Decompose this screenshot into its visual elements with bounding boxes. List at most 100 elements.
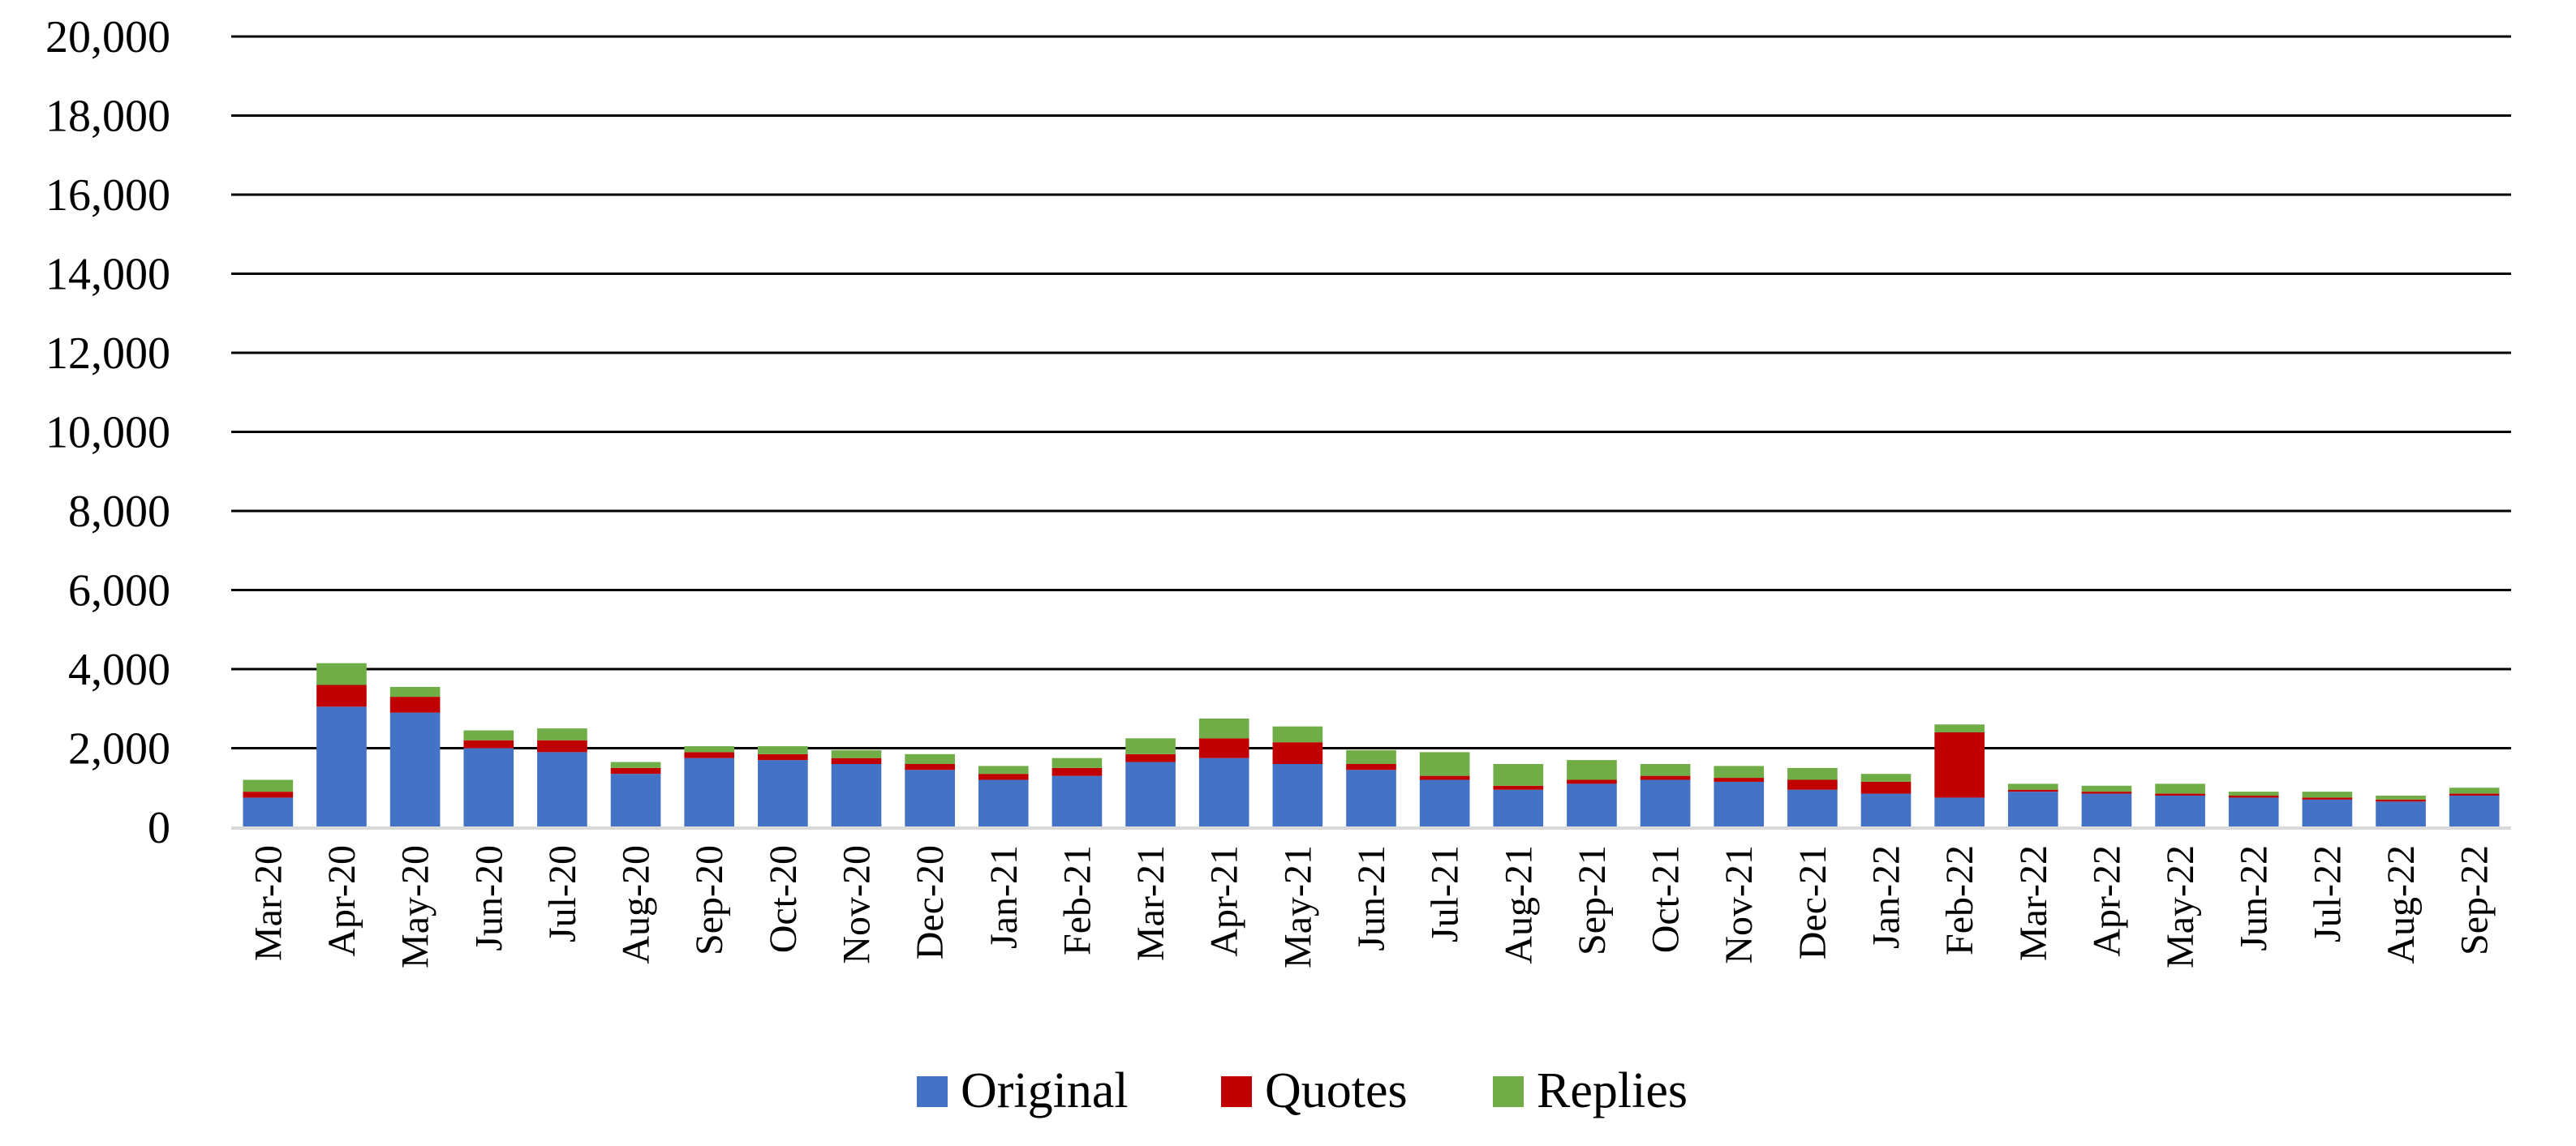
bar-quotes-oct-20 xyxy=(758,753,808,761)
bar-replies-may-21 xyxy=(1272,726,1323,743)
x-tick-label: Oct-21 xyxy=(1645,845,1688,953)
bar-original-sep-22 xyxy=(2449,796,2500,827)
bars xyxy=(243,663,2500,827)
bar-quotes-jun-22 xyxy=(2228,796,2279,798)
x-tick-label: May-20 xyxy=(394,845,437,968)
bar-original-jan-22 xyxy=(1860,793,1912,827)
bar-quotes-aug-20 xyxy=(610,767,661,775)
bar-replies-may-20 xyxy=(389,686,441,697)
bar-original-aug-22 xyxy=(2376,801,2426,827)
bar-replies-mar-22 xyxy=(2007,783,2058,790)
x-tick-label: Aug-21 xyxy=(1497,845,1540,964)
bar-original-oct-20 xyxy=(758,760,808,827)
bar-original-feb-21 xyxy=(1051,775,1103,827)
bar-quotes-apr-21 xyxy=(1198,738,1249,758)
bar-replies-may-22 xyxy=(2155,783,2205,794)
bar-quotes-mar-20 xyxy=(243,792,294,798)
bar-quotes-nov-20 xyxy=(831,758,882,764)
bar-quotes-jun-21 xyxy=(1346,764,1396,770)
x-tick-label: Jul-22 xyxy=(2306,845,2349,942)
y-tick-label: 2,000 xyxy=(68,724,170,775)
bar-quotes-jul-22 xyxy=(2302,797,2353,800)
bar-quotes-mar-21 xyxy=(1125,753,1176,762)
legend-label: Replies xyxy=(1537,1063,1688,1118)
bar-original-jun-22 xyxy=(2228,797,2279,827)
legend-swatch xyxy=(1221,1076,1252,1107)
bar-replies-jul-20 xyxy=(537,728,587,740)
x-tick-label: Feb-21 xyxy=(1056,845,1099,955)
x-tick-label: Dec-20 xyxy=(909,845,952,959)
x-tick-label: Mar-20 xyxy=(247,845,290,961)
bar-original-dec-20 xyxy=(905,770,955,827)
x-tick-label: Sep-22 xyxy=(2453,845,2496,955)
bar-original-aug-20 xyxy=(610,774,661,827)
bar-original-jul-20 xyxy=(537,752,587,827)
legend: Original Quotes Replies xyxy=(917,1063,1688,1118)
x-axis-tick-labels: Mar-20 Apr-20 May-20 Jun-20 Jul-20 Aug-20 Sep-… xyxy=(247,845,2496,968)
bar-quotes-mar-22 xyxy=(2007,789,2058,792)
bar-replies-oct-20 xyxy=(758,746,808,754)
x-tick-label: Apr-20 xyxy=(320,845,363,957)
bar-replies-sep-21 xyxy=(1567,760,1617,780)
bar-original-dec-21 xyxy=(1787,789,1838,827)
bar-replies-sep-20 xyxy=(684,746,735,753)
bar-quotes-may-22 xyxy=(2155,793,2205,796)
bar-replies-aug-20 xyxy=(610,762,661,768)
y-tick-label: 10,000 xyxy=(45,408,170,458)
bar-original-aug-21 xyxy=(1493,789,1544,827)
bar-original-sep-20 xyxy=(684,758,735,827)
bar-replies-apr-20 xyxy=(316,663,367,685)
x-tick-label: Oct-20 xyxy=(762,845,805,953)
x-tick-label: Jan-22 xyxy=(1865,845,1908,949)
x-tick-label: Aug-22 xyxy=(2380,845,2423,964)
bar-quotes-jun-20 xyxy=(463,740,514,749)
x-tick-label: Jul-21 xyxy=(1424,845,1467,942)
bar-original-apr-21 xyxy=(1198,758,1249,827)
x-tick-label: May-21 xyxy=(1276,845,1319,968)
bar-quotes-jul-21 xyxy=(1419,775,1470,780)
bar-original-mar-22 xyxy=(2007,792,2058,827)
bar-replies-apr-21 xyxy=(1198,718,1249,739)
bar-original-apr-20 xyxy=(316,706,367,827)
bar-original-mar-21 xyxy=(1125,762,1176,827)
x-tick-label: Apr-22 xyxy=(2085,845,2128,957)
legend-label: Original xyxy=(961,1063,1129,1118)
y-axis-tick-labels: 0 2,000 4,000 6,000 8,000 10,000 12,000 14,000 1… xyxy=(45,12,170,853)
bar-quotes-aug-22 xyxy=(2376,799,2426,802)
y-tick-label: 16,000 xyxy=(45,170,170,221)
bar-original-jul-22 xyxy=(2302,799,2353,827)
bar-original-jan-21 xyxy=(978,779,1029,827)
bar-replies-dec-21 xyxy=(1787,767,1838,780)
bar-original-nov-20 xyxy=(831,764,882,827)
bar-replies-feb-22 xyxy=(1934,724,1985,732)
bar-quotes-sep-20 xyxy=(684,752,735,758)
bar-replies-jun-22 xyxy=(2228,792,2279,796)
bar-replies-sep-22 xyxy=(2449,788,2500,794)
bar-replies-jan-21 xyxy=(978,766,1029,775)
x-tick-label: Aug-20 xyxy=(615,845,658,964)
bar-original-apr-22 xyxy=(2081,793,2132,827)
bar-replies-jun-20 xyxy=(463,730,514,740)
bar-replies-jul-22 xyxy=(2302,792,2353,798)
bar-replies-jul-21 xyxy=(1419,752,1470,776)
bar-quotes-oct-21 xyxy=(1640,775,1691,780)
x-tick-label: Mar-21 xyxy=(1129,845,1172,961)
legend-item-original: Original xyxy=(917,1063,1129,1118)
bar-original-jul-21 xyxy=(1419,779,1470,827)
x-tick-label: May-22 xyxy=(2159,845,2202,968)
x-tick-label: Apr-21 xyxy=(1203,845,1246,957)
bar-quotes-nov-21 xyxy=(1714,778,1765,782)
y-tick-label: 12,000 xyxy=(45,328,170,379)
bar-original-mar-20 xyxy=(243,797,294,827)
bar-replies-jun-21 xyxy=(1346,749,1396,764)
bar-quotes-jan-21 xyxy=(978,774,1029,780)
y-tick-label: 0 xyxy=(148,803,170,853)
bar-quotes-jan-22 xyxy=(1860,781,1912,794)
x-tick-label: Nov-20 xyxy=(835,845,878,964)
bar-quotes-aug-21 xyxy=(1493,785,1544,790)
y-tick-label: 20,000 xyxy=(45,12,170,62)
bar-replies-aug-21 xyxy=(1493,764,1544,786)
bar-original-nov-21 xyxy=(1714,781,1765,827)
bar-quotes-jul-20 xyxy=(537,740,587,753)
